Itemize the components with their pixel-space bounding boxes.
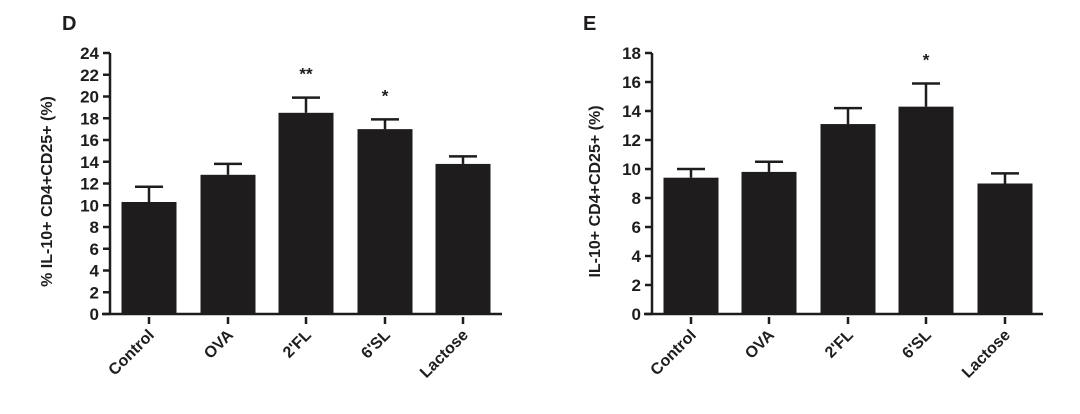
y-tick-label: 18 — [622, 44, 641, 63]
bar-2fl — [820, 124, 876, 314]
significance-marker: * — [923, 50, 930, 69]
y-tick-label: 0 — [90, 305, 99, 324]
y-tick-label: 2 — [90, 283, 99, 302]
x-tick-label: Lactose — [417, 327, 472, 382]
bar-ova — [200, 174, 256, 314]
x-tick-label: Lactose — [959, 327, 1014, 382]
y-tick-label: 14 — [80, 153, 99, 172]
x-tick-label: 6'SL — [358, 327, 394, 363]
y-tick-label: 22 — [80, 66, 99, 85]
y-tick-label: 10 — [622, 160, 641, 179]
y-tick-label: 2 — [632, 276, 641, 295]
x-tick-label: Control — [106, 327, 158, 379]
y-tick-label: 6 — [632, 218, 641, 237]
x-tick-label: OVA — [201, 326, 237, 362]
bar-ova — [741, 171, 797, 314]
y-tick-label: 8 — [90, 218, 99, 237]
y-axis-label: % IL-10+ CD4+CD25+ (%) — [39, 96, 56, 287]
bar-6sl — [898, 106, 954, 315]
panel-letter: D — [62, 13, 76, 35]
y-tick-label: 10 — [80, 196, 99, 215]
y-tick-label: 6 — [90, 240, 99, 259]
y-tick-label: 14 — [622, 102, 641, 121]
y-tick-label: 0 — [632, 305, 641, 324]
y-tick-label: 24 — [80, 44, 99, 63]
panel-letter: E — [583, 13, 596, 35]
x-tick-label: 2'FL — [822, 327, 857, 362]
y-tick-label: 4 — [632, 247, 642, 266]
significance-marker: * — [382, 86, 389, 105]
bar-6sl — [357, 129, 413, 314]
bar-control — [121, 201, 177, 314]
x-tick-label: 6'SL — [899, 327, 935, 363]
y-tick-label: 12 — [80, 175, 99, 194]
y-axis-label: IL-10+ CD4+CD25+ (%) — [587, 105, 604, 277]
y-tick-label: 8 — [632, 189, 641, 208]
bar-lactose — [977, 183, 1033, 314]
panel-e: E 0 2 4 6 8 10 12 14 16 18 IL-10+ CD4+CD25+ (%) Cont… — [583, 13, 1043, 382]
y-tick-label: 12 — [622, 131, 641, 150]
y-tick-label: 20 — [80, 88, 99, 107]
bar-control — [663, 177, 719, 314]
x-tick-label: 2'FL — [280, 327, 315, 362]
x-tick-label: OVA — [742, 326, 778, 362]
y-tick-label: 16 — [80, 131, 99, 150]
x-tick-label: Control — [648, 327, 700, 379]
bar-lactose — [435, 163, 491, 314]
y-tick-label: 18 — [80, 109, 99, 128]
significance-marker: ** — [299, 65, 313, 84]
bar-2fl — [278, 112, 334, 314]
y-tick-label: 16 — [622, 73, 641, 92]
y-tick-label: 4 — [90, 262, 100, 281]
